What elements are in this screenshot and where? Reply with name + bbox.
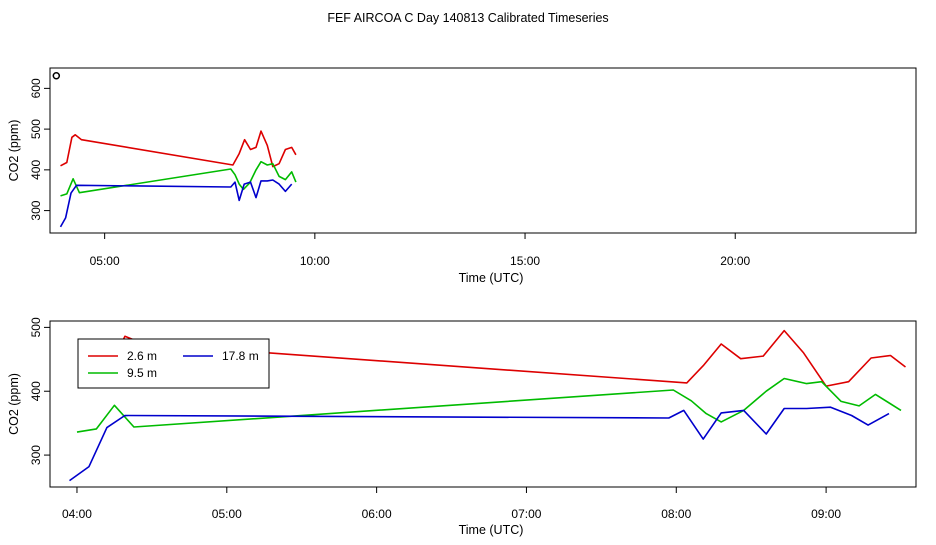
y-axis-label: CO2 (ppm) <box>7 373 21 435</box>
y-tick-label: 500 <box>29 317 43 337</box>
legend-entry: 9.5 m <box>127 366 157 380</box>
legend: 2.6 m 17.8 m 9.5 m <box>77 338 270 389</box>
plot-frame <box>49 67 917 234</box>
chart-top: 05:00 10:00 15:00 20:00 300 400 500 600 Time (UT… <box>7 67 917 285</box>
plot-frame <box>49 320 917 488</box>
legend-box <box>77 338 270 389</box>
series-line-1 <box>60 160 297 197</box>
y-tick-label: 300 <box>29 200 43 220</box>
y-tick-label: 300 <box>29 445 43 465</box>
series-line-0 <box>60 130 297 168</box>
x-tick-label: 06:00 <box>362 507 392 521</box>
x-tick-label: 04:00 <box>62 507 92 521</box>
x-tick-label: 05:00 <box>90 254 120 268</box>
x-tick-label: 10:00 <box>300 254 330 268</box>
y-tick-label: 600 <box>29 78 43 98</box>
chart-bottom: 04:00 05:00 06:00 07:00 08:00 09:00 300 400 500 T… <box>7 317 917 537</box>
x-tick-label: 08:00 <box>661 507 691 521</box>
y-tick-label: 400 <box>29 381 43 401</box>
x-tick-label: 20:00 <box>720 254 750 268</box>
x-tick-label: 09:00 <box>811 507 841 521</box>
x-axis-label: Time (UTC) <box>459 271 524 285</box>
x-tick-label: 07:00 <box>511 507 541 521</box>
outlier-point <box>52 71 61 80</box>
y-axis-label: CO2 (ppm) <box>7 120 21 182</box>
legend-entry: 2.6 m <box>127 349 157 363</box>
x-axis-label: Time (UTC) <box>459 523 524 537</box>
legend-entry: 17.8 m <box>222 349 259 363</box>
figure-title: FEF AIRCOA C Day 140813 Calibrated Times… <box>327 11 608 25</box>
series-line-2 <box>59 179 293 228</box>
y-tick-label: 400 <box>29 160 43 180</box>
x-tick-label: 15:00 <box>510 254 540 268</box>
y-tick-label: 500 <box>29 119 43 139</box>
series-line-2 <box>69 406 890 482</box>
x-tick-label: 05:00 <box>212 507 242 521</box>
